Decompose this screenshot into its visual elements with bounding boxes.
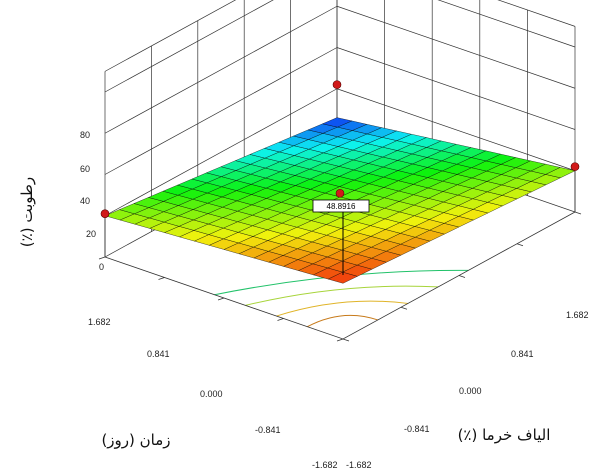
x-tick-label: 0.000	[200, 389, 223, 399]
design-point	[332, 80, 342, 89]
contour-line	[307, 314, 378, 328]
z-tick-label: 40	[80, 196, 90, 206]
y-tick-label: 0.000	[459, 386, 482, 396]
wall-grid-line	[104, 0, 274, 93]
value-label-frame	[312, 199, 370, 213]
wall-grid-line	[104, 5, 338, 134]
z-tick-label: 80	[80, 130, 90, 140]
x-tick-label: 1.682	[88, 317, 111, 327]
x-tick-label: -0.841	[255, 425, 281, 435]
surface-cell	[321, 117, 353, 128]
z-tick-label: 0	[99, 262, 104, 272]
value-label-box: 48.8916	[312, 199, 370, 275]
z-axis-ticks: 80 60 40 20 0	[80, 130, 104, 272]
y-tick-label: -1.682	[346, 460, 372, 470]
y-tick-mark	[400, 306, 408, 310]
wall-grid-line	[104, 47, 338, 175]
x-tick-mark	[336, 338, 344, 342]
z-tick-label: 20	[86, 229, 96, 239]
center-value-label: 48.8916	[327, 202, 356, 211]
x-tick-mark	[158, 277, 165, 280]
z-tick-label: 60	[80, 164, 90, 174]
wall-grid-line	[336, 88, 576, 172]
wall-grid-line	[497, 0, 576, 27]
y-tick-mark	[342, 338, 350, 342]
x-tick-mark	[217, 297, 225, 301]
z-axis-title: رطوبت (٪)	[18, 177, 36, 247]
x-tick-label: 0.841	[147, 349, 170, 359]
wall-grid-line	[437, 0, 576, 48]
y-tick-mark	[574, 211, 582, 215]
x-tick-label: -1.682	[312, 460, 338, 470]
design-points	[100, 80, 580, 218]
wall-grid-line	[336, 47, 576, 130]
surface-mesh	[104, 117, 576, 284]
y-axis-title: الیاف خرما (٪)	[458, 426, 551, 444]
y-axis-ticks: 1.682 0.841 0.000 -0.841 -1.682	[346, 310, 589, 470]
y-tick-label: 0.841	[511, 349, 534, 359]
wall-grid-line	[336, 5, 576, 89]
x-axis-ticks: 1.682 0.841 0.000 -0.841 -1.682	[88, 317, 338, 470]
wall-grid-line	[104, 0, 237, 72]
design-point	[100, 209, 110, 218]
design-point	[335, 188, 345, 198]
floor-box	[98, 170, 582, 342]
wall-grid-line	[104, 88, 338, 217]
y-tick-label: -0.841	[404, 424, 430, 434]
x-tick-mark	[98, 256, 106, 260]
x-tick-mark	[277, 318, 284, 321]
y-tick-label: 1.682	[566, 310, 589, 320]
contour-line	[276, 300, 409, 317]
design-point	[570, 162, 580, 171]
y-tick-mark	[516, 243, 524, 247]
contour-line	[245, 285, 439, 306]
x-axis-title: زمان (روز)	[101, 431, 170, 449]
y-tick-mark	[458, 275, 466, 278]
